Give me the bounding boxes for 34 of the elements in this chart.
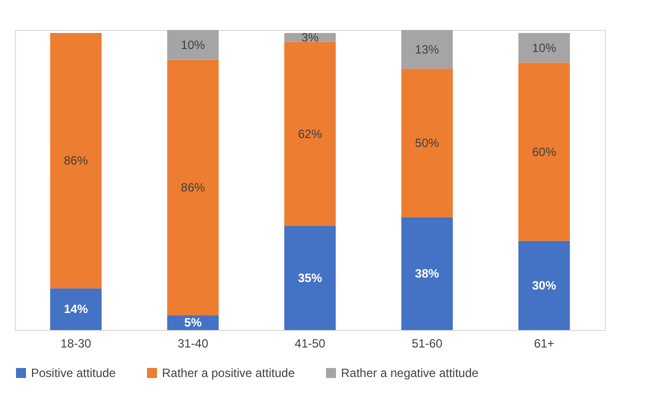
legend-label: Rather a negative attitude — [341, 366, 479, 380]
bar — [518, 62, 570, 241]
data-label: 13% — [415, 42, 440, 56]
data-label: 10% — [180, 38, 206, 52]
data-label: 38% — [415, 266, 440, 281]
data-label: 86% — [64, 154, 88, 168]
bar — [284, 226, 336, 330]
x-tick-label: 51-60 — [412, 336, 443, 350]
bar — [50, 32, 102, 288]
legend-label: Rather a positive attitude — [162, 366, 296, 380]
x-tick-label: 41-50 — [294, 336, 326, 350]
data-label: 5% — [184, 316, 202, 330]
data-label: 3% — [301, 30, 319, 44]
bar — [167, 60, 219, 316]
legend-label: Positive attitude — [31, 366, 116, 380]
data-label: 62% — [298, 126, 322, 141]
bar — [401, 30, 453, 69]
bar — [284, 42, 336, 226]
x-tick-label: 18-30 — [60, 336, 92, 350]
data-label: 50% — [415, 136, 440, 150]
x-tick-label: 61+ — [534, 336, 554, 350]
bar — [401, 68, 453, 218]
data-label: 30% — [532, 278, 556, 292]
bar — [167, 30, 219, 60]
bar — [518, 32, 570, 63]
bar — [50, 288, 102, 330]
data-label: 86% — [180, 180, 206, 194]
bar — [401, 217, 453, 330]
x-tick-label: 31-40 — [178, 336, 209, 350]
data-label: 60% — [532, 144, 556, 159]
bar — [518, 240, 570, 330]
data-label: 10% — [532, 40, 556, 55]
data-label: 14% — [64, 302, 88, 316]
data-label: 35% — [298, 271, 322, 286]
